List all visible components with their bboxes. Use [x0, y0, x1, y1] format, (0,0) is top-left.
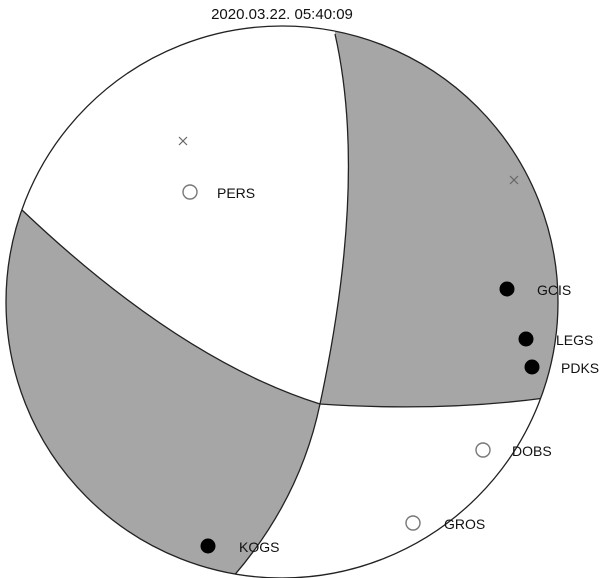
station-marker: [475, 442, 491, 458]
station-kogs: KOGS: [200, 538, 279, 555]
nodal-plane-2: [21, 209, 546, 408]
station-marker: [405, 515, 421, 531]
x-mark-icon: [178, 136, 188, 146]
station-marker: [182, 184, 198, 200]
station-label: DOBS: [512, 443, 552, 459]
diagram-title: 2020.03.22. 05:40:09: [211, 6, 353, 23]
nodal-plane-1: [231, 33, 350, 578]
station-label: GROS: [444, 516, 485, 532]
station-pers: PERS: [182, 184, 255, 201]
station-marker: [200, 538, 216, 554]
station-label: LEGS: [556, 332, 593, 348]
station-legs: LEGS: [518, 331, 593, 348]
station-gcis: GCIS: [499, 281, 571, 298]
station-label: PDKS: [561, 360, 599, 376]
station-label: GCIS: [537, 282, 571, 298]
x-mark-icon: [509, 175, 519, 185]
station-marker: [499, 281, 515, 297]
station-pdks: PDKS: [524, 359, 599, 376]
station-gros: GROS: [405, 515, 485, 532]
station-label: KOGS: [239, 539, 279, 555]
station-marker: [524, 359, 540, 375]
station-marker: [518, 331, 534, 347]
station-label: PERS: [217, 185, 255, 201]
beachball-outline: [5, 25, 559, 578]
station-dobs: DOBS: [475, 442, 552, 459]
